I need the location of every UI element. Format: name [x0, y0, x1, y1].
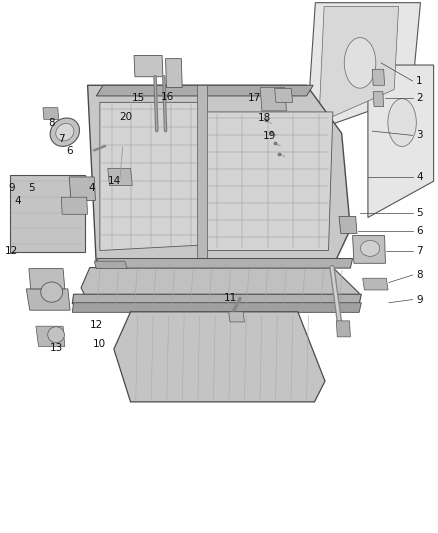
Polygon shape — [96, 259, 353, 268]
Polygon shape — [134, 55, 163, 77]
Text: 4: 4 — [88, 183, 95, 192]
Polygon shape — [114, 312, 325, 402]
Polygon shape — [81, 268, 359, 309]
Text: 15: 15 — [132, 93, 145, 103]
Polygon shape — [88, 85, 350, 266]
Polygon shape — [29, 269, 65, 289]
Polygon shape — [373, 92, 384, 107]
Polygon shape — [100, 102, 199, 251]
Polygon shape — [336, 321, 350, 337]
Polygon shape — [307, 3, 420, 133]
Text: 12: 12 — [5, 246, 18, 255]
Polygon shape — [197, 85, 207, 264]
Polygon shape — [96, 85, 313, 96]
Text: 9: 9 — [416, 295, 423, 304]
Text: 3: 3 — [416, 131, 423, 140]
Polygon shape — [275, 88, 293, 102]
Text: 19: 19 — [263, 132, 276, 141]
Polygon shape — [94, 261, 127, 269]
Text: 6: 6 — [66, 147, 73, 156]
Polygon shape — [368, 65, 434, 217]
Text: 2: 2 — [416, 93, 423, 103]
Polygon shape — [26, 289, 70, 310]
Ellipse shape — [50, 118, 80, 147]
Text: 4: 4 — [14, 197, 21, 206]
Text: 13: 13 — [49, 343, 63, 352]
Polygon shape — [72, 303, 361, 312]
Polygon shape — [72, 294, 361, 304]
Text: 9: 9 — [8, 183, 15, 192]
Text: 11: 11 — [224, 294, 237, 303]
Polygon shape — [36, 326, 65, 346]
Polygon shape — [363, 278, 388, 290]
Text: 20: 20 — [120, 112, 133, 122]
Ellipse shape — [41, 282, 63, 302]
Ellipse shape — [56, 124, 74, 141]
Text: 14: 14 — [108, 176, 121, 186]
Text: 17: 17 — [248, 93, 261, 103]
Polygon shape — [108, 168, 132, 185]
Text: 4: 4 — [416, 172, 423, 182]
Polygon shape — [205, 112, 333, 251]
Ellipse shape — [344, 37, 376, 88]
Polygon shape — [43, 108, 59, 119]
Text: 6: 6 — [416, 227, 423, 236]
Text: 16: 16 — [161, 92, 174, 102]
Ellipse shape — [360, 240, 380, 256]
Polygon shape — [69, 177, 95, 200]
Text: 18: 18 — [258, 114, 271, 123]
Text: 8: 8 — [48, 118, 55, 127]
Polygon shape — [372, 69, 385, 85]
Text: 5: 5 — [416, 208, 423, 218]
Text: 10: 10 — [93, 340, 106, 349]
Text: 7: 7 — [416, 246, 423, 255]
Polygon shape — [166, 59, 182, 87]
Polygon shape — [10, 175, 85, 252]
Polygon shape — [260, 87, 286, 111]
Text: 5: 5 — [28, 183, 35, 192]
Text: 8: 8 — [416, 270, 423, 280]
Polygon shape — [319, 6, 399, 123]
Text: 12: 12 — [90, 320, 103, 330]
Polygon shape — [61, 197, 88, 214]
Polygon shape — [339, 216, 357, 233]
Ellipse shape — [48, 327, 64, 343]
Polygon shape — [229, 312, 244, 322]
Ellipse shape — [388, 99, 416, 147]
Text: 7: 7 — [58, 134, 65, 143]
Text: 1: 1 — [416, 76, 423, 86]
Polygon shape — [353, 236, 385, 263]
